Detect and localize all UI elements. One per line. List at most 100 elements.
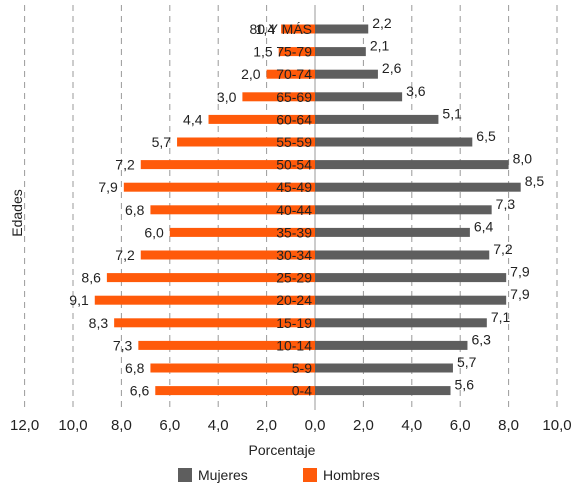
- bar-mujeres: [315, 318, 487, 328]
- x-tick-label: 8,0: [111, 417, 132, 434]
- value-label-hombres: 5,7: [152, 134, 172, 150]
- y-axis-title: Edades: [9, 189, 25, 236]
- value-label-mujeres: 8,5: [525, 173, 545, 189]
- x-tick-label: 4,0: [401, 417, 422, 434]
- bar-mujeres: [315, 205, 492, 215]
- bar-mujeres: [315, 160, 509, 170]
- age-group-label: 20-24: [276, 292, 312, 308]
- age-group-label: 50-54: [276, 157, 312, 173]
- category-labels: 80 Y MÁS 75-79 70-74 65-69 60-64 55-59 50-54 45…: [249, 21, 312, 399]
- age-group-label: 65-69: [276, 89, 312, 105]
- value-label-mujeres: 7,9: [510, 286, 530, 302]
- x-tick-label: 4,0: [208, 417, 229, 434]
- legend-item-mujeres: Mujeres: [178, 467, 248, 483]
- value-label-mujeres: 5,6: [455, 377, 475, 393]
- age-group-label: 40-44: [276, 202, 312, 218]
- age-group-label: 25-29: [276, 270, 312, 286]
- value-label-mujeres: 2,2: [372, 15, 392, 31]
- value-label-hombres: 6,6: [130, 383, 150, 399]
- x-tick-label: 6,0: [159, 417, 180, 434]
- bar-hombres: [242, 92, 315, 102]
- bar-hombres: [114, 318, 315, 328]
- legend-item-hombres: Hombres: [303, 467, 380, 483]
- bar-hombres: [177, 137, 315, 147]
- value-label-hombres: 8,6: [81, 270, 101, 286]
- bar-hombres: [138, 340, 315, 350]
- age-group-label: 0-4: [292, 383, 312, 399]
- x-tick-labels: 12,0 10,0 8,0 6,0 4,0 2,0 0,0 2,0 4,0 6,0 8,0 10,0: [10, 417, 572, 434]
- value-label-hombres: 7,3: [113, 337, 133, 353]
- x-tick-label: 2,0: [256, 417, 277, 434]
- bar-mujeres: [315, 137, 473, 147]
- legend: Mujeres Hombres: [0, 467, 575, 487]
- value-label-hombres: 4,4: [183, 111, 203, 127]
- value-label-mujeres: 7,2: [493, 241, 513, 257]
- value-label-mujeres: 7,9: [510, 264, 530, 280]
- value-label-hombres: 6,8: [125, 202, 145, 218]
- x-tick-label: 2,0: [353, 417, 374, 434]
- value-label-hombres: 7,2: [115, 157, 135, 173]
- age-group-label: 35-39: [276, 224, 312, 240]
- age-group-label: 75-79: [276, 44, 312, 60]
- bar-hombres: [278, 47, 315, 57]
- bar-hombres: [106, 273, 315, 283]
- bar-hombres: [266, 69, 315, 79]
- age-group-label: 80 Y MÁS: [249, 21, 312, 37]
- value-label-mujeres: 5,7: [457, 354, 477, 370]
- value-label-hombres: 3,0: [217, 89, 237, 105]
- value-label-hombres: 7,2: [115, 247, 135, 263]
- x-tick-label: 12,0: [10, 417, 39, 434]
- x-tick-label: 8,0: [498, 417, 519, 434]
- value-label-mujeres: 7,1: [491, 309, 511, 325]
- bar-hombres: [123, 182, 315, 192]
- value-labels: 1,4 2,2 1,5 2,1 2,0 2,6 3,0 3,6 4,4 5,1 5,7 6,5 7,2 8…: [69, 15, 544, 399]
- age-group-label: 15-19: [276, 315, 312, 331]
- bar-mujeres: [315, 92, 403, 102]
- value-label-hombres: 1,5: [253, 44, 273, 60]
- age-group-label: 45-49: [276, 179, 312, 195]
- bars: [94, 24, 521, 396]
- value-label-mujeres: 8,0: [513, 151, 533, 167]
- x-tick-label: 6,0: [450, 417, 471, 434]
- value-label-mujeres: 5,1: [442, 105, 462, 121]
- legend-label-mujeres: Mujeres: [198, 467, 248, 483]
- bar-hombres: [281, 24, 315, 34]
- x-tick-label: 10,0: [58, 417, 87, 434]
- value-label-mujeres: 3,6: [406, 83, 426, 99]
- bar-hombres: [150, 205, 315, 215]
- age-group-label: 60-64: [276, 111, 312, 127]
- value-label-hombres: 8,3: [89, 315, 109, 331]
- bar-mujeres: [315, 250, 490, 260]
- bar-hombres: [208, 114, 315, 124]
- bar-hombres: [140, 160, 315, 170]
- bar-hombres: [94, 295, 315, 305]
- legend-swatch-hombres: [303, 468, 317, 482]
- value-label-hombres: 6,8: [125, 360, 145, 376]
- value-label-hombres: 7,9: [98, 179, 118, 195]
- value-label-hombres: 9,1: [69, 292, 89, 308]
- x-axis-title: Porcentaje: [249, 442, 316, 458]
- x-tick-label: 10,0: [542, 417, 571, 434]
- legend-swatch-mujeres: [178, 468, 192, 482]
- population-pyramid-chart: 80 Y MÁS 75-79 70-74 65-69 60-64 55-59 50-54 45…: [9, 5, 572, 458]
- value-label-mujeres: 2,6: [382, 60, 402, 76]
- bar-mujeres: [315, 114, 439, 124]
- bar-mujeres: [315, 182, 521, 192]
- value-label-mujeres: 6,4: [474, 218, 494, 234]
- bar-mujeres: [315, 363, 453, 373]
- value-label-mujeres: 7,3: [496, 196, 516, 212]
- bar-mujeres: [315, 227, 470, 237]
- age-group-label: 5-9: [292, 360, 312, 376]
- bar-mujeres: [315, 386, 451, 396]
- bar-mujeres: [315, 340, 468, 350]
- bar-mujeres: [315, 47, 366, 57]
- age-group-label: 70-74: [276, 66, 312, 82]
- x-tick-label: 0,0: [305, 417, 326, 434]
- age-group-label: 55-59: [276, 134, 312, 150]
- bar-mujeres: [315, 273, 507, 283]
- bar-mujeres: [315, 24, 369, 34]
- age-group-label: 10-14: [276, 337, 312, 353]
- bar-mujeres: [315, 295, 507, 305]
- bar-mujeres: [315, 69, 378, 79]
- bar-hombres: [140, 250, 315, 260]
